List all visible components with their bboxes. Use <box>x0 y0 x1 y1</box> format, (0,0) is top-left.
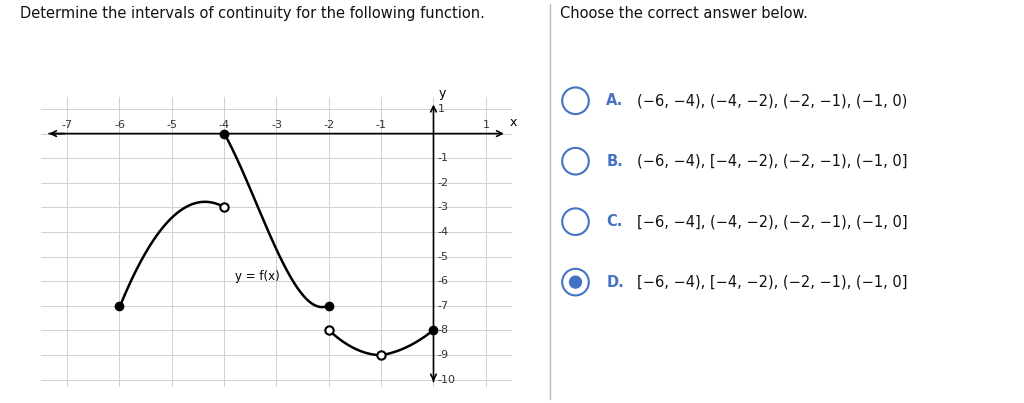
Text: 1: 1 <box>482 120 489 130</box>
Text: y: y <box>438 87 446 100</box>
Text: D.: D. <box>606 274 624 290</box>
Text: B.: B. <box>606 154 623 169</box>
Text: -7: -7 <box>61 120 73 130</box>
Text: x: x <box>509 116 517 129</box>
Text: y = f(x): y = f(x) <box>234 270 280 283</box>
Text: A.: A. <box>606 93 624 108</box>
Text: Determine the intervals of continuity for the following function.: Determine the intervals of continuity fo… <box>20 6 485 21</box>
Text: -5: -5 <box>437 251 449 262</box>
Text: [−6, −4], (−4, −2), (−2, −1), (−1, 0]: [−6, −4], (−4, −2), (−2, −1), (−1, 0] <box>637 214 907 229</box>
Text: -9: -9 <box>437 350 449 360</box>
Text: -2: -2 <box>324 120 335 130</box>
Text: -4: -4 <box>437 227 449 237</box>
Text: -7: -7 <box>437 301 449 311</box>
Text: C.: C. <box>606 214 623 229</box>
Text: Choose the correct answer below.: Choose the correct answer below. <box>560 6 808 21</box>
Text: -5: -5 <box>166 120 177 130</box>
Text: -10: -10 <box>437 374 456 384</box>
Text: -1: -1 <box>437 153 449 163</box>
Text: -8: -8 <box>437 325 449 335</box>
Text: -6: -6 <box>437 276 449 286</box>
Text: (−6, −4), (−4, −2), (−2, −1), (−1, 0): (−6, −4), (−4, −2), (−2, −1), (−1, 0) <box>637 93 907 108</box>
Text: [−6, −4), [−4, −2), (−2, −1), (−1, 0]: [−6, −4), [−4, −2), (−2, −1), (−1, 0] <box>637 274 907 290</box>
Text: -4: -4 <box>218 120 229 130</box>
Text: -3: -3 <box>271 120 282 130</box>
Text: (−6, −4), [−4, −2), (−2, −1), (−1, 0]: (−6, −4), [−4, −2), (−2, −1), (−1, 0] <box>637 154 907 169</box>
Text: -2: -2 <box>437 178 449 188</box>
Text: -6: -6 <box>114 120 125 130</box>
Text: -1: -1 <box>376 120 387 130</box>
Text: 1: 1 <box>437 104 444 114</box>
Text: -3: -3 <box>437 202 449 212</box>
